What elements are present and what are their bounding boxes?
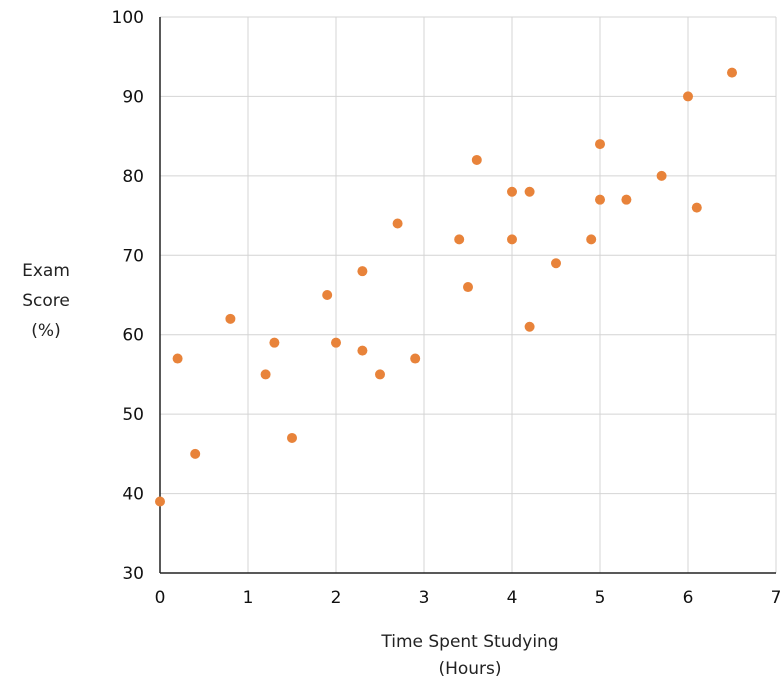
data-point-8 — [331, 337, 341, 348]
y-tick-label-30: 30 — [122, 564, 144, 584]
data-point-25 — [621, 194, 632, 205]
data-point-2 — [190, 448, 201, 459]
tick-labels: 0 1 2 3 4 5 6 7 30 40 50 60 70 80 90 100 — [112, 8, 782, 608]
data-point-16 — [471, 154, 482, 165]
x-tick-label-1: 1 — [243, 588, 254, 608]
x-tick-label-2: 2 — [331, 588, 342, 608]
x-tick-label-3: 3 — [419, 588, 430, 608]
x-axis-title-line-1: Time Spent Studying — [380, 632, 558, 652]
x-tick-label-7: 7 — [771, 588, 782, 608]
data-point-11 — [375, 369, 385, 380]
y-axis-title-line-2: Score — [22, 291, 70, 311]
data-point-15 — [463, 282, 473, 293]
x-tick-label-0: 0 — [155, 588, 166, 608]
data-point-12 — [392, 218, 403, 229]
x-axis-title: Time Spent Studying (Hours) — [380, 632, 558, 679]
data-point-17 — [507, 186, 517, 197]
data-point-0 — [155, 496, 165, 507]
data-points — [155, 67, 737, 507]
data-point-13 — [410, 353, 421, 364]
y-tick-label-100: 100 — [112, 8, 144, 28]
data-point-28 — [691, 202, 702, 213]
y-tick-label-60: 60 — [122, 326, 144, 346]
data-point-4 — [260, 369, 271, 380]
data-point-5 — [269, 337, 280, 348]
x-tick-label-4: 4 — [507, 588, 518, 608]
data-point-1 — [172, 353, 183, 364]
data-point-14 — [454, 234, 465, 245]
data-point-7 — [322, 290, 333, 300]
x-axis-title-line-2: (Hours) — [438, 659, 501, 679]
data-point-19 — [524, 186, 535, 197]
x-tick-label-6: 6 — [683, 588, 694, 608]
y-axis-title: Exam Score (%) — [22, 261, 70, 341]
data-point-27 — [683, 91, 693, 102]
data-point-20 — [524, 321, 535, 332]
data-point-29 — [727, 67, 737, 78]
y-tick-label-90: 90 — [122, 87, 144, 107]
data-point-23 — [595, 139, 605, 150]
data-point-21 — [551, 258, 561, 269]
y-tick-label-50: 50 — [122, 405, 144, 425]
data-point-10 — [357, 345, 368, 356]
data-point-9 — [357, 266, 368, 277]
chart-title-cropped — [248, 0, 688, 6]
data-point-18 — [507, 234, 517, 245]
data-point-22 — [586, 234, 597, 245]
y-axis-title-line-1: Exam — [22, 261, 70, 281]
y-tick-label-70: 70 — [122, 246, 144, 266]
y-axis-title-line-3: (%) — [31, 321, 60, 341]
chart-axes — [159, 17, 776, 574]
data-point-24 — [595, 194, 605, 205]
data-point-6 — [287, 432, 297, 443]
data-point-3 — [225, 313, 236, 324]
x-tick-label-5: 5 — [595, 588, 606, 608]
y-tick-label-80: 80 — [122, 167, 144, 187]
data-point-26 — [656, 170, 667, 181]
chart-grid — [159, 16, 777, 574]
y-tick-label-40: 40 — [122, 485, 144, 505]
